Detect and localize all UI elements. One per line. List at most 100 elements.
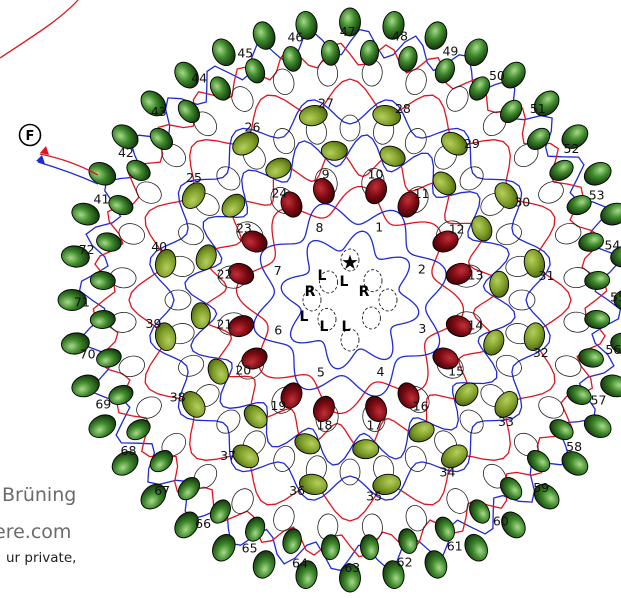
bead-number-outer: 46 xyxy=(287,30,303,45)
outer-bead xyxy=(177,99,200,124)
middle-bead xyxy=(298,473,328,496)
outer-bead xyxy=(61,332,90,355)
outer-bead xyxy=(500,476,523,501)
dashed-loop xyxy=(319,270,339,294)
direction-label: L xyxy=(318,268,327,284)
open-circle xyxy=(273,128,296,155)
inner-bead xyxy=(241,230,268,253)
bead-number-ring3: 29 xyxy=(464,136,480,151)
outer-bead xyxy=(321,534,340,561)
bead-number-ring3: 31 xyxy=(539,268,555,283)
middle-bead xyxy=(154,248,177,278)
open-circle xyxy=(555,223,582,245)
middle-bead xyxy=(221,193,246,218)
outer-bead xyxy=(600,202,621,226)
bead-number-ring3: 27 xyxy=(318,96,334,111)
inner-bead xyxy=(241,347,268,370)
middle-bead xyxy=(232,131,259,156)
bead-number-inner: 3 xyxy=(418,321,426,336)
outer-bead xyxy=(89,310,116,329)
inner-bead xyxy=(445,262,472,285)
bead-number-ring2: 10 xyxy=(368,167,384,182)
open-circle xyxy=(446,86,469,112)
inner-bead xyxy=(312,395,335,422)
middle-bead xyxy=(372,104,402,127)
bead-number-outer: 63 xyxy=(344,560,360,575)
bead-number-inner: 4 xyxy=(377,364,385,379)
dashed-loop xyxy=(340,248,360,272)
bead-number-outer: 50 xyxy=(489,68,505,83)
middle-bead xyxy=(232,444,259,469)
open-circle xyxy=(538,396,564,419)
middle-bead xyxy=(294,433,321,455)
open-circle xyxy=(118,223,145,245)
bead-number-outer: 57 xyxy=(591,392,607,407)
outer-bead xyxy=(71,202,100,226)
bead-number-ring2: 21 xyxy=(216,316,232,331)
bead-number-inner: 6 xyxy=(274,323,282,338)
credit-line-1: Brüning xyxy=(2,484,77,506)
outer-bead xyxy=(339,563,361,593)
outer-bead xyxy=(111,451,139,476)
bead-number-outer: 58 xyxy=(566,439,582,454)
outer-bead xyxy=(209,76,231,101)
dashed-loop xyxy=(361,306,381,330)
bead-number-ring2: 15 xyxy=(448,364,464,379)
bead-number-outer: 42 xyxy=(118,145,134,160)
middle-bead xyxy=(523,248,546,278)
bead-number-ring3: 35 xyxy=(366,489,382,504)
open-circle xyxy=(118,355,145,377)
inner-bead xyxy=(365,178,388,205)
bead-number-ring2: 18 xyxy=(317,417,333,432)
open-circle xyxy=(136,181,162,204)
outer-bead xyxy=(561,451,589,476)
outer-bead xyxy=(434,516,455,542)
middle-bead xyxy=(207,358,229,385)
bead-number-outer: 48 xyxy=(392,29,408,44)
outer-bead xyxy=(321,39,340,66)
bead-number-outer: 72 xyxy=(79,242,95,257)
outer-bead xyxy=(108,195,134,216)
outer-bead xyxy=(469,76,491,101)
bead-number-inner: 7 xyxy=(274,263,282,278)
open-circle xyxy=(495,354,522,377)
outer-bead xyxy=(501,61,526,89)
outer-bead xyxy=(464,533,488,562)
bead-number-ring3: 34 xyxy=(440,464,456,479)
outer-bead xyxy=(464,38,488,67)
outer-bead xyxy=(61,245,90,268)
outer-bead xyxy=(89,271,116,290)
bead-number-ring3: 38 xyxy=(170,390,186,405)
middle-bead xyxy=(243,404,268,429)
open-circle xyxy=(405,68,427,95)
bead-number-outer: 56 xyxy=(605,342,621,357)
outer-bead xyxy=(209,499,231,524)
bead-number-ring3: 33 xyxy=(498,414,514,429)
open-circle xyxy=(404,445,427,472)
outer-bead xyxy=(126,159,151,181)
outer-bead xyxy=(88,414,117,438)
open-circle xyxy=(273,68,295,95)
bead-number-ring2: 16 xyxy=(413,399,429,414)
open-circle xyxy=(216,409,241,434)
outer-bead xyxy=(434,58,455,84)
outer-bead xyxy=(212,533,236,562)
outer-bead xyxy=(578,232,604,252)
inner-bead xyxy=(280,191,303,218)
open-circle xyxy=(405,505,427,532)
middle-bead xyxy=(432,171,457,196)
middle-bead xyxy=(154,322,177,352)
bead-number-outer: 54 xyxy=(604,237,620,252)
middle-bead xyxy=(494,182,519,209)
outer-bead xyxy=(71,374,100,398)
open-circle xyxy=(273,445,296,472)
bead-number-ring2: 14 xyxy=(467,318,483,333)
outer-bead xyxy=(424,21,448,50)
inner-bead xyxy=(397,191,420,218)
outer-bead xyxy=(212,38,236,67)
middle-bead xyxy=(441,444,468,469)
middle-bead xyxy=(454,382,479,407)
bead-number-outer: 55 xyxy=(610,290,621,305)
outer-bead xyxy=(583,162,612,186)
